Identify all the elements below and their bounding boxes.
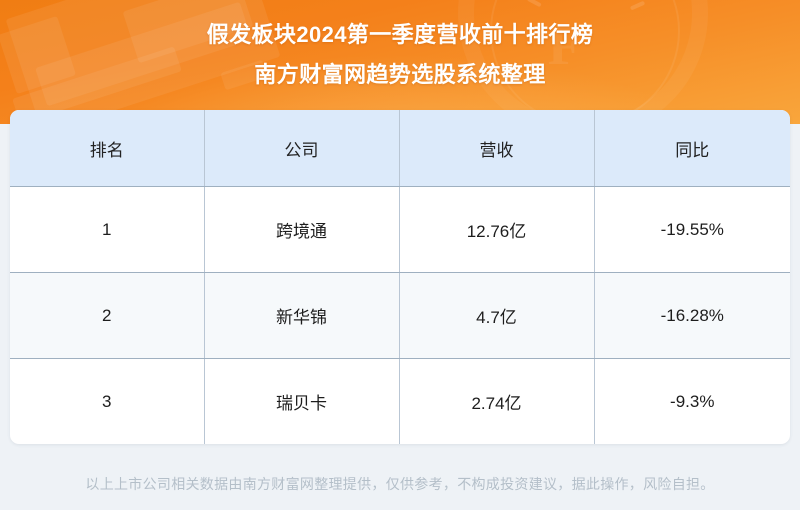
disclaimer-text: 以上上市公司相关数据由南方财富网整理提供，仅供参考，不构成投资建议，据此操作，风… bbox=[85, 476, 715, 492]
table-head: 排名 公司 营收 同比 bbox=[10, 110, 790, 187]
cell-company: 瑞贝卡 bbox=[204, 358, 400, 444]
column-header-revenue: 营收 bbox=[399, 110, 595, 187]
cell-rank: 1 bbox=[10, 186, 205, 273]
cell-rank: 3 bbox=[10, 358, 205, 444]
table-header-row: 排名 公司 营收 同比 bbox=[10, 110, 790, 187]
cell-company: 新华锦 bbox=[204, 272, 400, 359]
cell-revenue: 2.74亿 bbox=[399, 358, 595, 444]
cell-revenue: 4.7亿 bbox=[399, 272, 595, 359]
table-row: 3 瑞贝卡 2.74亿 -9.3% bbox=[10, 358, 790, 444]
cell-company: 跨境通 bbox=[204, 186, 400, 273]
cell-yoy: -16.28% bbox=[594, 272, 790, 359]
banner-titles: 假发板块2024第一季度营收前十排行榜 南方财富网趋势选股系统整理 bbox=[0, 20, 800, 90]
ranking-table-card: 排名 公司 营收 同比 1 跨境通 12.76亿 -19.55% 2 新华锦 4… bbox=[10, 110, 790, 444]
ranking-table: 排名 公司 营收 同比 1 跨境通 12.76亿 -19.55% 2 新华锦 4… bbox=[10, 110, 790, 444]
cell-yoy: -9.3% bbox=[670, 391, 715, 411]
letter-f-decoration: F bbox=[547, 15, 582, 77]
column-header-company: 公司 bbox=[204, 110, 400, 187]
table-row: 2 新华锦 4.7亿 -16.28% bbox=[10, 272, 790, 359]
page-title: 假发板块2024第一季度营收前十排行榜 bbox=[206, 22, 594, 47]
cell-yoy: -19.55% bbox=[594, 186, 790, 273]
page-subtitle: 南方财富网趋势选股系统整理 bbox=[254, 62, 546, 87]
column-header-rank: 排名 bbox=[10, 110, 205, 187]
cell-revenue: 12.76亿 bbox=[399, 186, 595, 273]
table-body: 1 跨境通 12.76亿 -19.55% 2 新华锦 4.7亿 -16.28% … bbox=[10, 186, 790, 444]
table-row: 1 跨境通 12.76亿 -19.55% bbox=[10, 186, 790, 273]
cell-rank: 2 bbox=[10, 272, 205, 359]
banner: F 假发板块2024第一季度营收前十排行榜 南方财富网趋势选股系统整理 bbox=[0, 0, 800, 124]
column-header-yoy: 同比 bbox=[594, 110, 790, 187]
